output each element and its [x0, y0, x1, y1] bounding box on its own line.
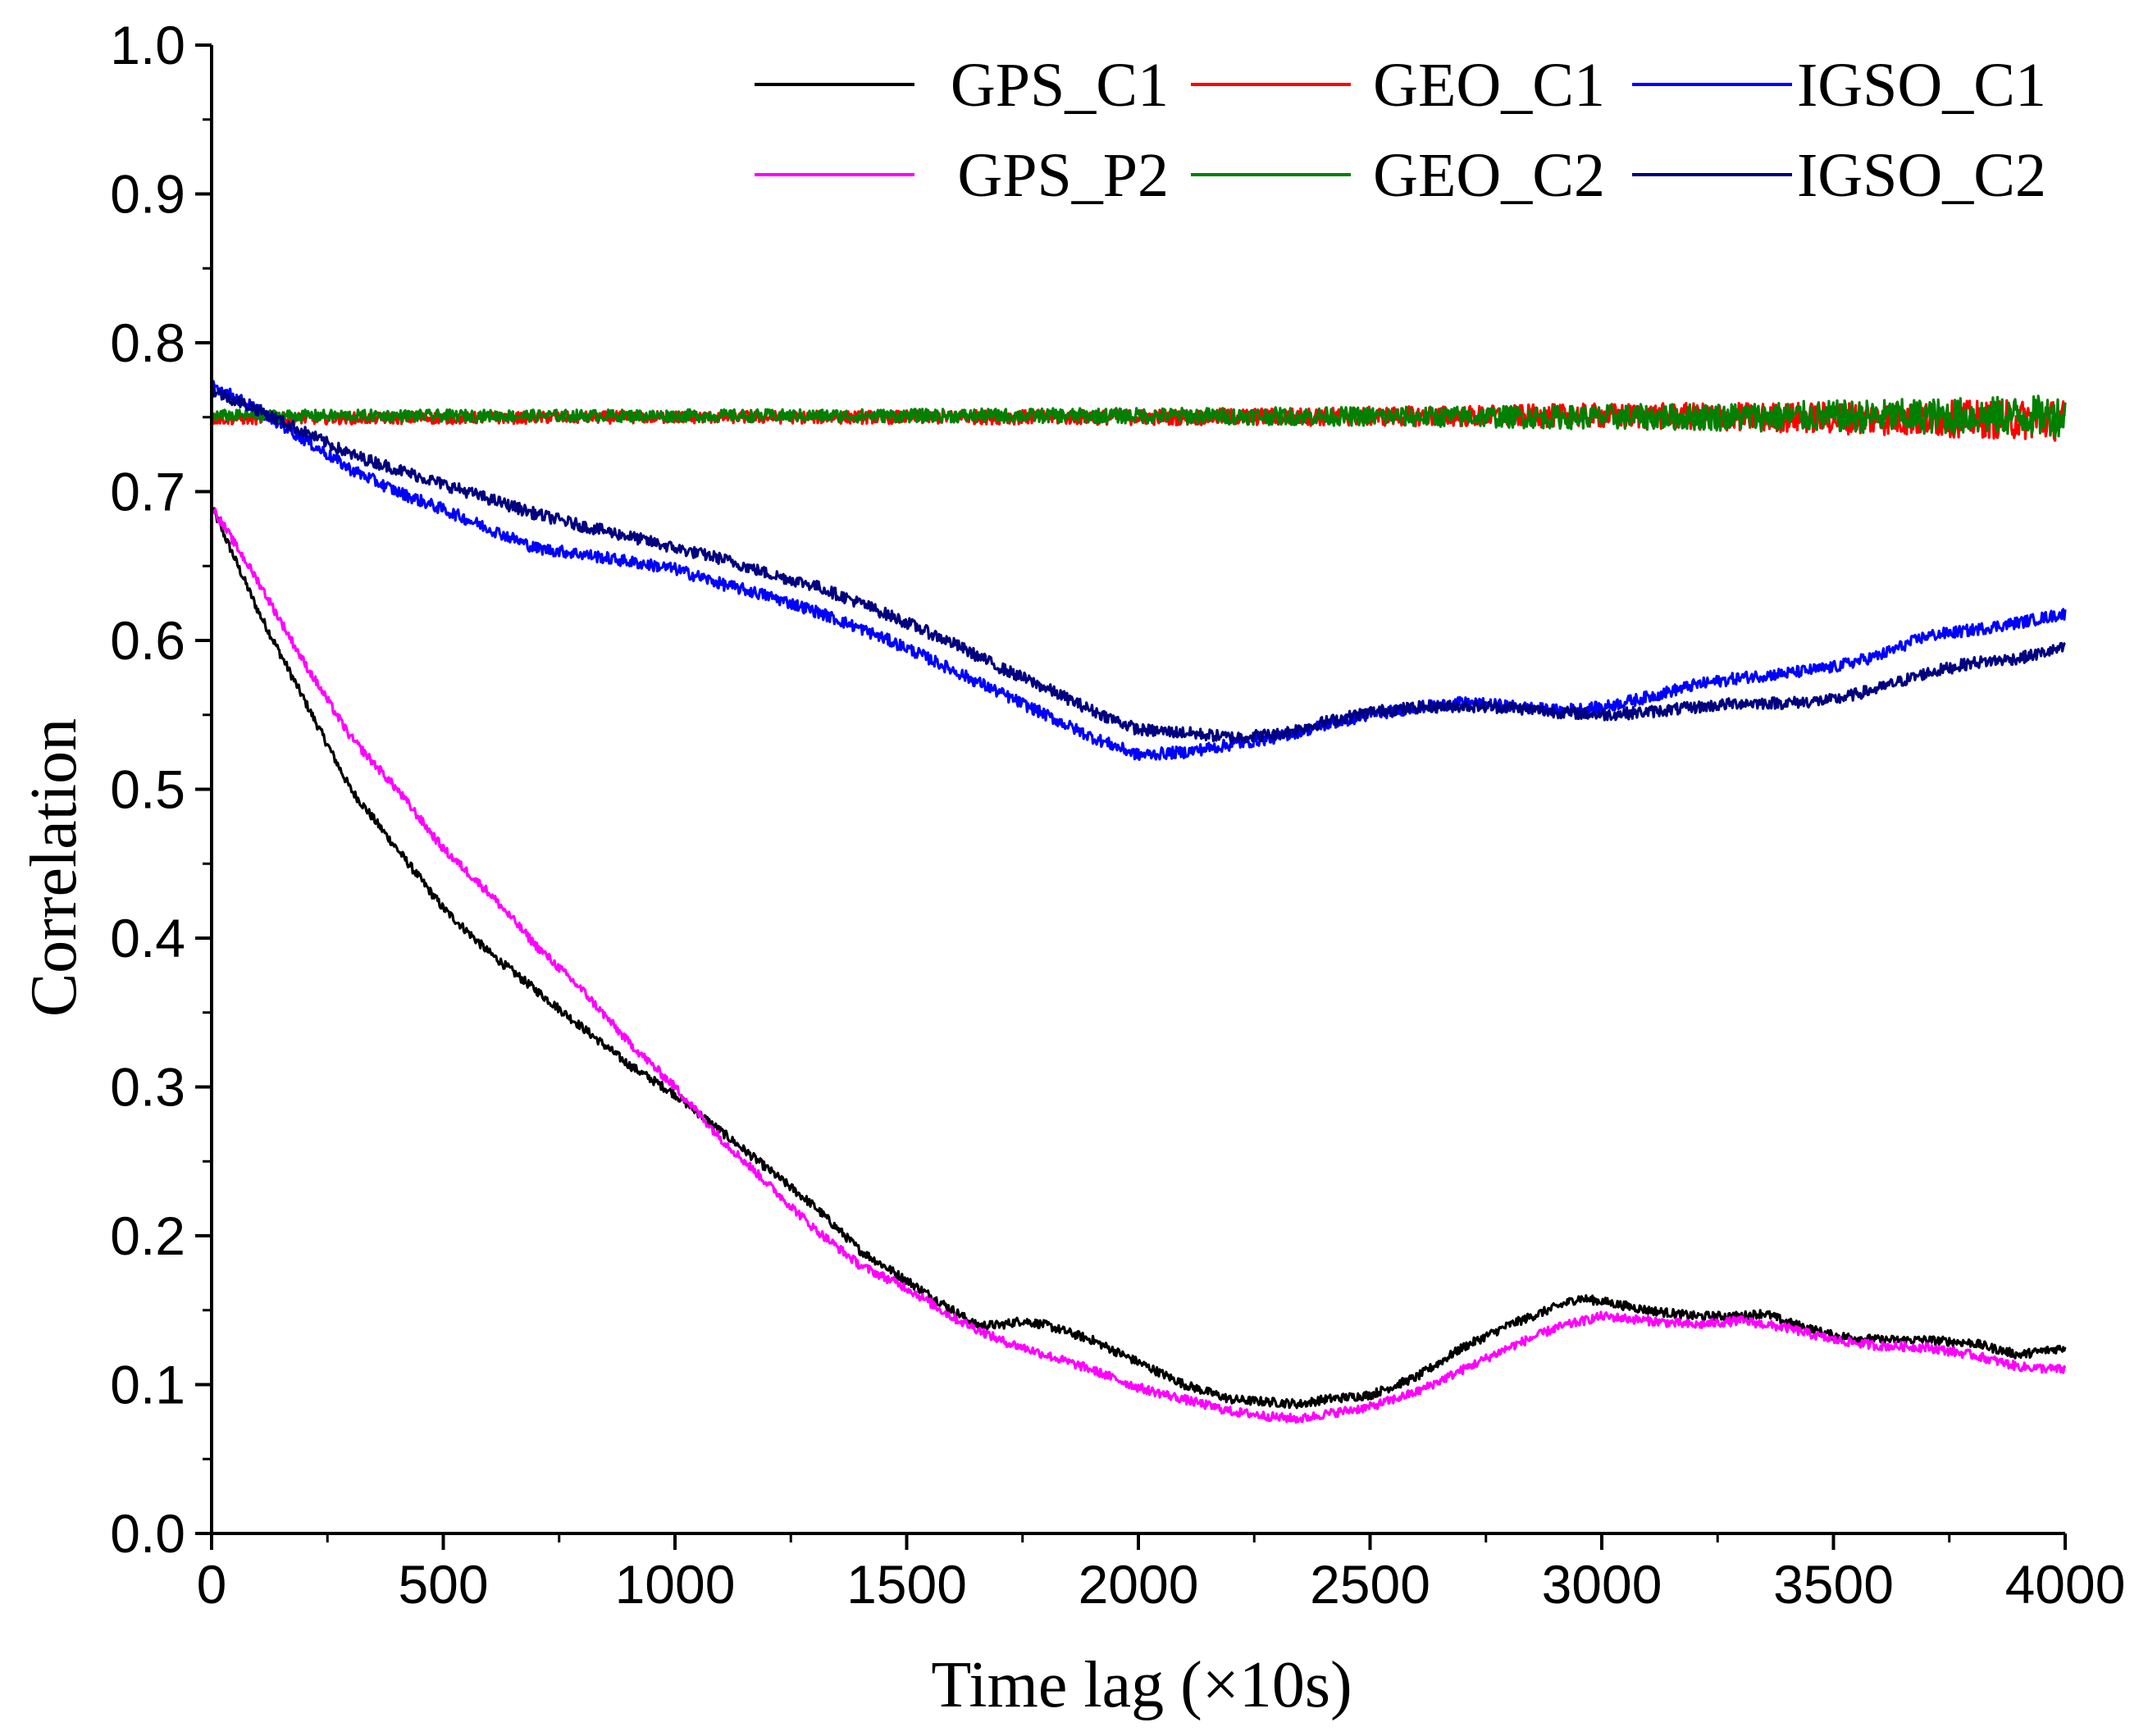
y-tick-label: 0.1: [110, 1355, 185, 1415]
x-tick-label: 3000: [1542, 1554, 1662, 1615]
y-tick-label: 1.0: [110, 15, 185, 75]
legend-label: GEO_C2: [1373, 141, 1605, 210]
x-tick-label: 0: [197, 1554, 227, 1615]
legend-label: GPS_P2: [957, 141, 1169, 210]
y-tick-label: 0.0: [110, 1503, 185, 1564]
y-tick-label: 0.6: [110, 610, 185, 671]
series-layer: [210, 378, 2067, 1424]
legend-item: GPS_P2: [755, 141, 1169, 210]
series-line-gps-p2: [210, 506, 2067, 1424]
y-tick-label: 0.8: [110, 312, 185, 373]
y-tick-label: 0.7: [110, 462, 185, 522]
y-tick-label: 0.9: [110, 164, 185, 225]
legend-item: GPS_C1: [755, 51, 1169, 120]
legend-item: GEO_C2: [1191, 141, 1605, 210]
legend-label: GEO_C1: [1373, 51, 1605, 120]
y-tick-label: 0.4: [110, 908, 185, 968]
x-tick-label: 2500: [1310, 1554, 1430, 1615]
series-line-igso-c1: [210, 378, 2067, 761]
series-line-geo-c2: [210, 394, 2067, 438]
x-tick-label: 2000: [1079, 1554, 1199, 1615]
x-axis-title: Time lag (×10s): [931, 1649, 1352, 1721]
x-tick-label: 1000: [615, 1554, 736, 1615]
y-tick-label: 0.5: [110, 759, 185, 820]
axes-layer: 0 500 1000 1500 2000 2500 3000 3500 4000 0.0 0.1 0.…: [110, 15, 2125, 1615]
y-tick-label: 0.2: [110, 1205, 185, 1266]
series-line-gps-c1: [210, 504, 2067, 1410]
legend-label: IGSO_C2: [1797, 141, 2046, 210]
x-tick-label: 1500: [846, 1554, 967, 1615]
legend-label: GPS_C1: [951, 51, 1169, 120]
y-tick-label: 0.3: [110, 1057, 185, 1118]
x-tick-label: 3500: [1773, 1554, 1894, 1615]
legend-item: GEO_C1: [1191, 51, 1605, 120]
y-axis-title: Correlation: [18, 718, 90, 1017]
legend: GPS_C1 GEO_C1 IGSO_C1 GPS_P2 GEO_C2 IGSO_C2: [755, 51, 2046, 210]
series-line-igso-c2: [210, 387, 2066, 745]
legend-label: IGSO_C1: [1797, 51, 2046, 120]
legend-item: IGSO_C1: [1632, 51, 2046, 120]
x-tick-label: 4000: [2005, 1554, 2126, 1615]
x-tick-label: 500: [398, 1554, 488, 1615]
legend-item: IGSO_C2: [1632, 141, 2046, 210]
